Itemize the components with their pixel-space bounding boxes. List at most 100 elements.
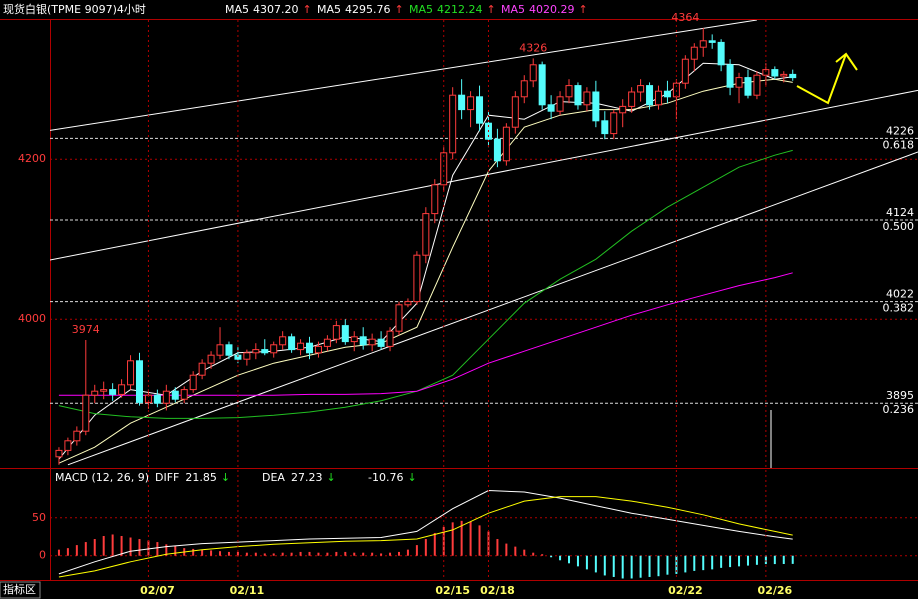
macd-bar: [84, 542, 87, 556]
candle-body: [726, 64, 734, 88]
macd-bar: [210, 550, 213, 556]
level-ratio: 0.236: [883, 403, 915, 416]
candle-body: [171, 390, 179, 400]
candle-body: [270, 344, 278, 354]
macd-bar: [648, 555, 651, 577]
macd-bar: [773, 555, 776, 565]
macd-bar: [559, 555, 562, 561]
macd-bar: [550, 555, 553, 558]
macd-bar: [263, 553, 266, 556]
candle-body: [252, 349, 260, 354]
legend-trend: ↓: [407, 471, 416, 484]
candle-body: [789, 73, 797, 79]
candle-body: [610, 112, 618, 135]
macd-title: MACD (12, 26, 9): [55, 471, 149, 484]
level-value: 4124: [886, 206, 914, 219]
legend-value: -10.76: [368, 471, 403, 484]
frame: [0, 19, 918, 581]
macd-bar: [585, 555, 588, 570]
legend-trend: ↑: [579, 3, 588, 16]
candle-body: [520, 80, 528, 98]
legend-value: 4295.76: [345, 3, 391, 16]
candle-body: [780, 73, 788, 77]
candle-body: [663, 90, 671, 98]
candle-body: [628, 91, 636, 107]
candle-body: [162, 390, 170, 404]
macd-bar: [353, 552, 356, 556]
macd-bar: [192, 548, 195, 556]
macd-bar: [523, 549, 526, 556]
legend-name: DEA: [262, 471, 285, 484]
level-value: 4226: [886, 124, 914, 137]
candle-body: [744, 77, 752, 96]
candle-body: [55, 449, 63, 458]
panel-tab[interactable]: [0, 581, 41, 599]
candle-body: [82, 394, 90, 432]
candle-body: [502, 126, 510, 162]
macd-bar: [612, 555, 615, 577]
candle-body: [592, 91, 600, 122]
x-tick-label: 02/07: [140, 584, 175, 597]
candle-body: [422, 213, 430, 256]
macd-bar: [451, 522, 454, 556]
macd-bar: [684, 555, 687, 573]
macd-bar: [433, 532, 436, 556]
level-ratio: 0.500: [883, 220, 915, 233]
macd-bar: [219, 551, 222, 556]
macd-bar: [568, 555, 571, 564]
macd-bar: [738, 555, 741, 567]
macd-bar: [93, 539, 96, 556]
candle-body: [547, 104, 555, 112]
candle-body: [64, 440, 72, 451]
macd-bar: [469, 521, 472, 556]
candle-body: [476, 96, 484, 124]
candle-body: [368, 338, 376, 346]
candle-body: [619, 105, 627, 114]
macd-bar: [156, 542, 159, 556]
macd-bar: [344, 551, 347, 556]
candle-body: [153, 394, 161, 404]
candle-body: [350, 336, 358, 343]
legend-entry: MA5 4295.76 ↑: [317, 3, 404, 16]
candle-body: [100, 389, 108, 392]
candle-body: [386, 330, 394, 347]
y-tick-label: 4200: [18, 152, 46, 165]
candle-body: [198, 362, 206, 376]
legend-value: 21.85: [185, 471, 217, 484]
candle-body: [449, 94, 457, 154]
candle-body: [493, 138, 501, 162]
candle-body: [359, 336, 367, 346]
candle-body: [243, 352, 251, 360]
panel-label: 指标区: [3, 582, 36, 596]
candle-body: [529, 64, 537, 82]
x-tick-label: 02/11: [230, 584, 265, 597]
candle-body: [395, 304, 403, 332]
y-tick-label: 50: [32, 511, 46, 524]
candle-body: [601, 120, 609, 135]
macd-bar: [729, 555, 732, 568]
macd-bar: [711, 555, 714, 570]
candle-body: [91, 390, 99, 396]
macd-bar: [415, 545, 418, 556]
macd-bar: [57, 549, 60, 556]
candle-body: [574, 85, 582, 106]
candle-body: [180, 389, 188, 400]
macd-bar: [165, 544, 168, 556]
candle-body: [261, 349, 269, 354]
candle-body: [207, 354, 215, 364]
candle-body: [332, 325, 340, 340]
candle-body: [735, 77, 743, 88]
candle-body: [109, 389, 117, 395]
candle-body: [753, 74, 761, 96]
macd-bar: [576, 555, 579, 567]
candle-body: [135, 360, 143, 403]
x-tick-label: 02/22: [668, 584, 703, 597]
macd-bar: [326, 552, 329, 556]
candle-body: [306, 342, 314, 354]
candle-body: [565, 85, 573, 98]
candle-body: [189, 374, 197, 391]
level-ratio: 0.382: [883, 302, 915, 315]
legend-name: MA5: [225, 3, 249, 16]
macd-bar: [505, 543, 508, 556]
